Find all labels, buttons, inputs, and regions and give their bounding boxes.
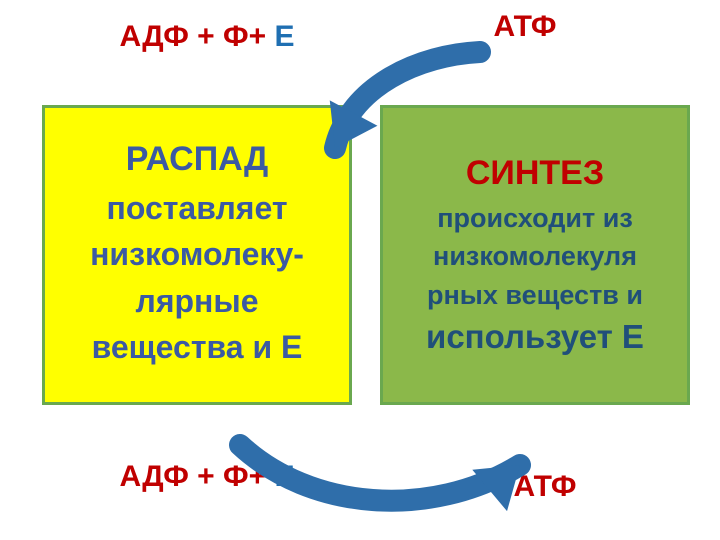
- arrow-bottom: [0, 0, 720, 540]
